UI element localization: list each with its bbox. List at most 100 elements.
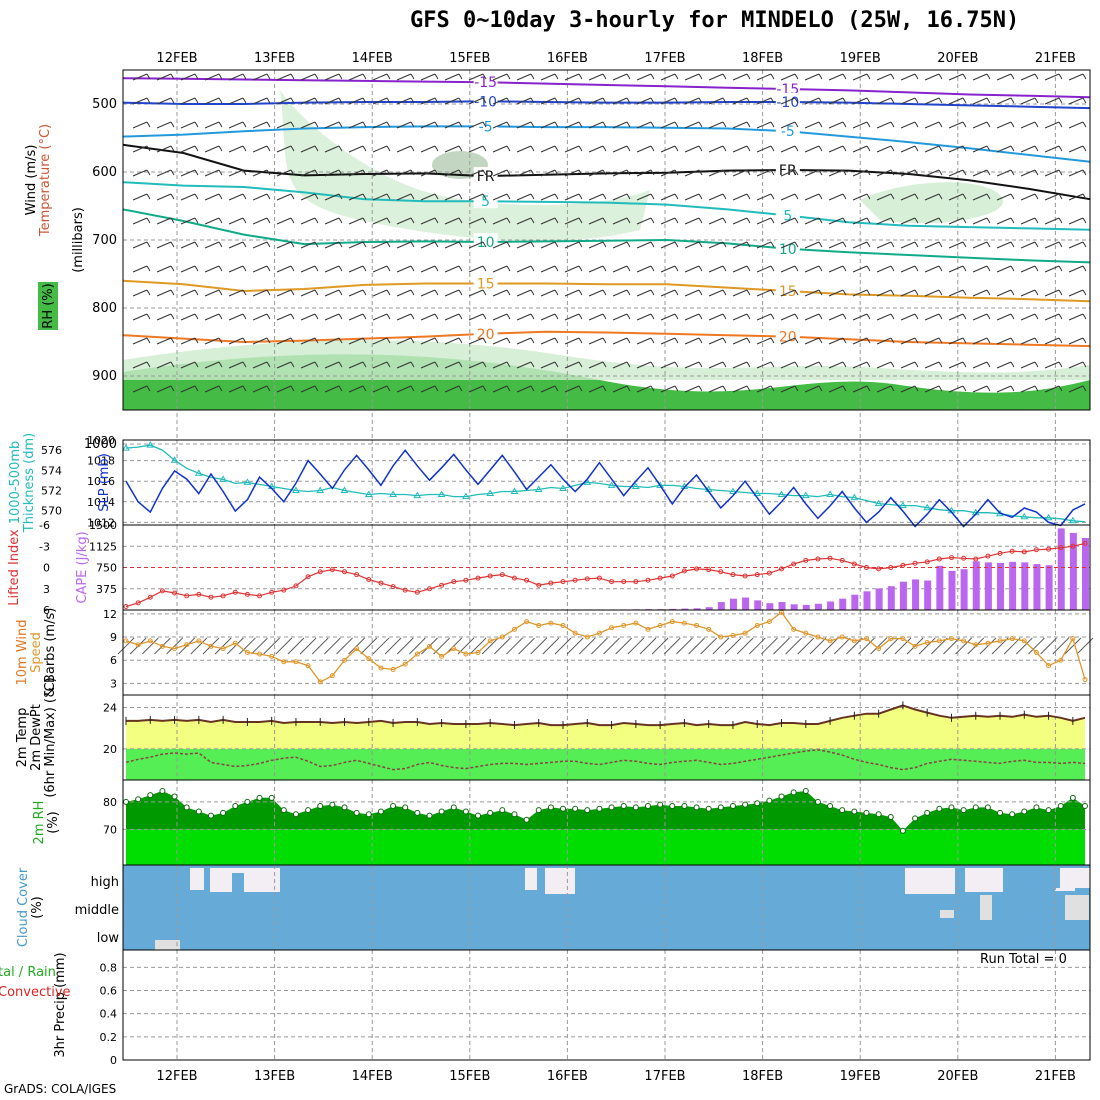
wind-barb-flag xyxy=(1034,97,1039,104)
wind-barbs xyxy=(132,73,1087,393)
wind10m-barb xyxy=(469,637,487,655)
wind-barb-flag xyxy=(770,265,775,272)
wind-barb-flag xyxy=(842,217,847,224)
wind-barb xyxy=(756,121,772,129)
wind-barb xyxy=(1044,265,1060,273)
isotherm-label-bg xyxy=(775,282,800,298)
wind10m-barb xyxy=(481,637,499,655)
wind-barb-flag xyxy=(170,145,175,152)
wind-barb xyxy=(756,217,772,225)
wind10m-point xyxy=(730,633,736,638)
wind-barb xyxy=(564,265,580,273)
wind-barb xyxy=(300,193,316,201)
wind-barb-flag xyxy=(722,73,727,80)
wind-barb-flag xyxy=(1082,145,1087,152)
wind-barb-flag xyxy=(1034,289,1039,296)
cape-bar xyxy=(1082,538,1089,610)
wind-barb-flag xyxy=(938,385,943,392)
cape-bar xyxy=(1009,561,1017,610)
wind10m-point xyxy=(147,638,153,644)
rh2m-point xyxy=(1033,804,1040,811)
wind-barb-flag xyxy=(434,289,439,296)
wind-barb-flag xyxy=(938,313,943,320)
pressure-tick-label: 900 xyxy=(92,369,117,384)
wind-barb-flag xyxy=(1058,313,1063,320)
wind-barb xyxy=(132,121,148,129)
wind-barb xyxy=(180,265,196,273)
wind-barb-flag xyxy=(794,97,799,104)
wind-barb xyxy=(876,73,892,81)
wind-barb-flag xyxy=(458,145,463,152)
lifted-index-point xyxy=(414,589,420,595)
wind-barb-flag xyxy=(170,121,175,128)
wind-barb xyxy=(228,97,244,105)
wind10m-barbs xyxy=(117,637,1094,655)
wind10m-point xyxy=(827,638,833,644)
wind10m-barb xyxy=(688,637,705,655)
wind-barb-flag xyxy=(602,289,607,296)
wind-barb-flag xyxy=(986,337,991,344)
wind-barb-flag xyxy=(818,313,823,320)
wind-barb-flag xyxy=(938,337,943,344)
wind-barb xyxy=(492,73,508,81)
wind-barb xyxy=(444,241,460,249)
wind-barb-flag xyxy=(506,193,511,200)
wind-barb xyxy=(780,145,796,153)
wind-barb xyxy=(756,193,772,201)
rh2m-tick-label: 70 xyxy=(103,823,117,836)
wind-barb-flag xyxy=(1058,193,1063,200)
wind-barb-flag xyxy=(674,73,679,80)
lifted-index-point xyxy=(657,575,663,581)
lifted-index-point xyxy=(912,560,918,566)
wind-barb xyxy=(228,217,244,225)
slp-tick-label: 1012 xyxy=(87,516,115,529)
wind-barb xyxy=(204,193,220,201)
wind-barb xyxy=(252,193,268,201)
wind-barb xyxy=(228,73,244,81)
wind-barb-flag xyxy=(194,169,199,176)
wind-barb-flag xyxy=(866,361,871,368)
wind-barb-flag xyxy=(698,217,703,224)
wind-barb xyxy=(756,313,772,321)
lifted-index-point xyxy=(609,579,615,585)
wind-barb-flag xyxy=(338,121,343,128)
wind-barb-flag xyxy=(866,217,871,224)
thickness-point xyxy=(534,485,543,492)
wind-barb xyxy=(612,337,628,345)
wind-barb-flag xyxy=(770,217,775,224)
wind-barb xyxy=(948,313,964,321)
wind10m-barb xyxy=(493,637,511,655)
wind-barb xyxy=(348,313,364,321)
wind-barb xyxy=(324,193,340,201)
cape-bar xyxy=(839,598,847,610)
lifted-index-point xyxy=(487,573,493,579)
wind-barb-flag xyxy=(194,97,199,104)
thickness-point xyxy=(826,490,834,497)
wind-barb-flag xyxy=(962,217,967,224)
wind-barb xyxy=(732,145,748,153)
wind-barb xyxy=(732,97,748,105)
wind10m-point xyxy=(281,659,287,665)
wind-barb xyxy=(180,193,196,201)
lifted-index-point xyxy=(645,577,651,583)
wind-barb-flag xyxy=(602,169,607,176)
wind-barb-flag xyxy=(1034,265,1039,272)
rh2m-point xyxy=(778,793,785,800)
wind-barb-flag xyxy=(482,361,487,368)
isotherm-label: -15 xyxy=(474,75,497,91)
wind-barb-flag xyxy=(338,241,343,248)
wind-barb-flag xyxy=(794,73,799,80)
wind10m-point xyxy=(803,630,809,636)
wind-barb xyxy=(900,73,916,81)
wind-barb-flag xyxy=(1058,217,1063,224)
wind10m-barb xyxy=(372,637,390,655)
wind-barb-flag xyxy=(266,361,271,368)
wind10m-barb xyxy=(724,637,742,655)
wind10m-barb xyxy=(566,637,584,655)
wind-barb-flag xyxy=(578,193,583,200)
wind-barb xyxy=(852,361,868,369)
wind-barb-flag xyxy=(794,385,799,392)
wind-barb-flag xyxy=(1058,385,1063,392)
wind-barb-flag xyxy=(554,217,559,224)
wind-barb-flag xyxy=(482,97,487,104)
